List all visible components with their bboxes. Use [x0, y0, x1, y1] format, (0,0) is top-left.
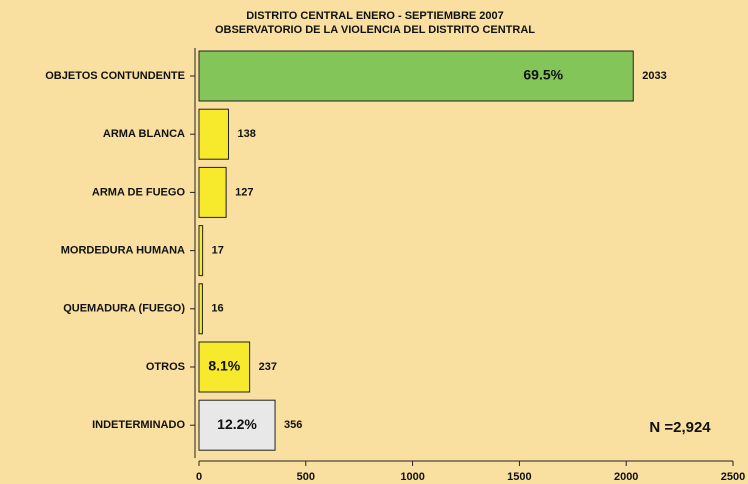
y-tick-label: MORDEDURA HUMANA: [61, 245, 185, 257]
bar: [198, 225, 204, 277]
percent-label: 8.1%: [208, 358, 240, 374]
chart-subtitle: OBSERVATORIO DE LA VIOLENCIA DEL DISTRIT…: [215, 24, 535, 36]
bar: [198, 399, 276, 451]
y-tick-label: QUEMADURA (FUEGO): [63, 303, 185, 315]
x-tick-label: 1000: [400, 471, 424, 483]
y-tick-label: OBJETOS CONTUNDENTE: [45, 70, 185, 82]
value-label: 237: [259, 361, 277, 373]
value-label: 127: [235, 186, 253, 198]
value-label: 16: [211, 303, 223, 315]
bar: [198, 108, 229, 160]
y-tick-label: ARMA BLANCA: [103, 128, 185, 140]
bar: [198, 50, 634, 102]
chart-title: DISTRITO CENTRAL ENERO - SEPTIEMBRE 2007: [246, 10, 504, 22]
value-label: 17: [212, 245, 224, 257]
y-tick-label: ARMA DE FUEGO: [92, 186, 186, 198]
y-tick-label: OTROS: [146, 361, 185, 373]
bar: [198, 166, 227, 218]
value-label: 356: [284, 419, 302, 431]
percent-label: 12.2%: [217, 416, 257, 432]
x-tick-label: 0: [196, 471, 202, 483]
x-tick-label: 1500: [507, 471, 531, 483]
bar: [198, 283, 203, 335]
x-tick-label: 2000: [614, 471, 638, 483]
annotation: N =2,924: [649, 419, 711, 436]
bar: [198, 341, 251, 393]
percent-label: 69.5%: [523, 67, 563, 83]
value-label: 138: [237, 128, 255, 140]
x-tick-label: 2500: [721, 471, 745, 483]
x-tick-label: 500: [297, 471, 315, 483]
y-tick-label: INDETERMINADO: [92, 419, 185, 431]
value-label: 2033: [642, 70, 666, 82]
